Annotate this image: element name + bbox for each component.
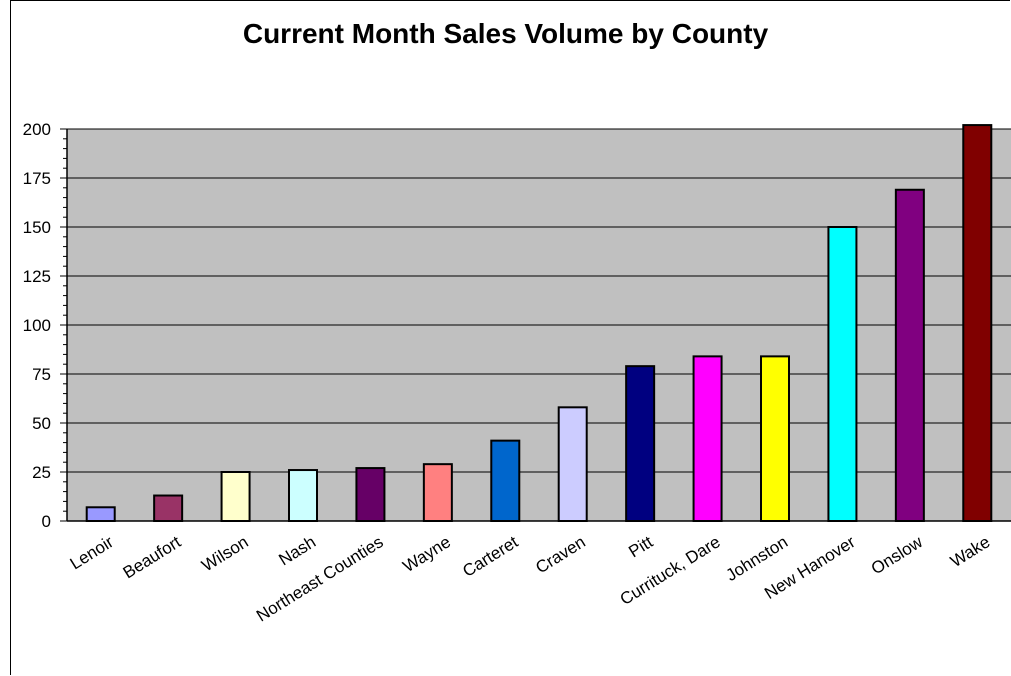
y-tick-label: 75 [32, 365, 51, 384]
category-label: Nash [275, 532, 319, 569]
bar-johnston [760, 355, 790, 522]
category-label: Carteret [459, 532, 521, 581]
bar-wayne [422, 463, 453, 523]
category-label: Northeast Counties [253, 532, 386, 625]
y-tick-label: 125 [23, 267, 51, 286]
category-label: Wayne [400, 532, 454, 576]
bar-beaufort [153, 494, 184, 522]
bar-craven [557, 406, 588, 523]
bars [85, 124, 993, 523]
category-label: Wake [947, 532, 993, 571]
category-label: Craven [532, 532, 589, 577]
y-axis: 0 25 50 75 100 125 150 175 200 [23, 120, 1011, 531]
bar-currituck-dare [692, 355, 723, 522]
y-tick-label: 175 [23, 169, 51, 188]
bar-northeast-counties [355, 467, 386, 522]
bar-pitt [625, 365, 656, 522]
bar-nash [288, 469, 318, 523]
category-label: Onslow [868, 532, 927, 579]
category-label: Wilson [198, 532, 251, 575]
y-tick-label: 50 [32, 414, 51, 433]
y-tick-label: 0 [42, 512, 51, 531]
chart-title: Current Month Sales Volume by County [242, 18, 769, 49]
category-label: Beaufort [120, 532, 185, 582]
bar-wake [962, 124, 993, 523]
y-tick-label: 100 [23, 316, 51, 335]
bar-onslow [894, 188, 925, 522]
y-tick-label: 150 [23, 218, 51, 237]
bar-wilson [220, 471, 251, 522]
bar-new-hanover [827, 226, 858, 522]
y-tick-label: 25 [32, 463, 51, 482]
bar-lenoir [85, 506, 116, 522]
y-tick-label: 200 [23, 120, 51, 139]
bar-carteret [490, 439, 521, 523]
category-label: Lenoir [67, 532, 117, 573]
category-label: Pitt [625, 532, 656, 561]
